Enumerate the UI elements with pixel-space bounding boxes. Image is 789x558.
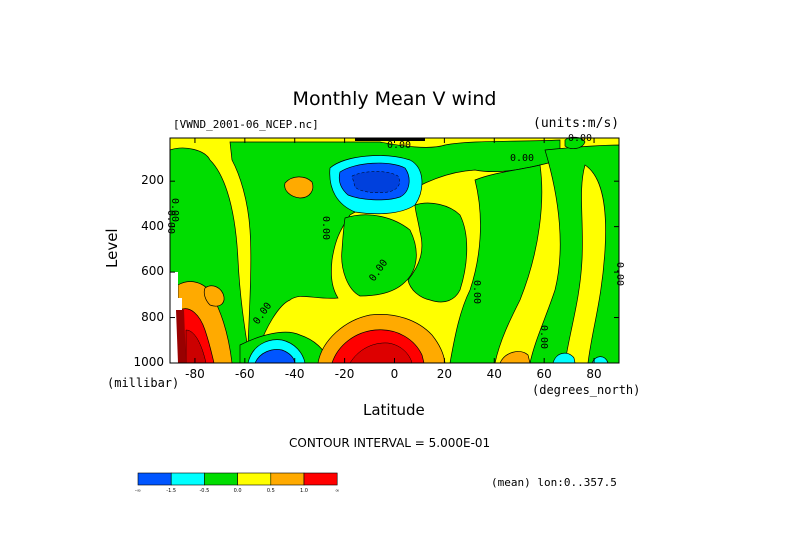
mean-label: (mean) lon:0..357.5 [491,476,617,489]
green-region-center [341,214,417,297]
darkred-region-center [349,342,413,364]
y-tick-label: 1000 [133,355,164,369]
y-axis-title: Level [103,228,121,268]
contour-label: 0.00 [320,216,331,240]
y-tick-label: 200 [141,173,164,188]
orange-patch-bottom-right [499,351,531,364]
x-tick-label: 40 [486,367,502,381]
y-tick-label: 400 [141,218,164,233]
contour-label: 0.00 [471,280,482,304]
y-tick-label: 600 [141,264,164,279]
x-tick-label: -80 [185,367,205,381]
contour-label: 0.00 [387,140,411,151]
x-tick-label: -40 [284,367,305,381]
green-region-mid [407,202,468,303]
x-tick-marks [194,138,595,363]
colorbar-swatch [270,472,305,486]
colorbar-swatch [137,472,172,486]
x-axis-title: Latitude [363,401,425,419]
green-region-top [229,139,561,346]
contour-label: 0.00 [165,210,176,234]
contour-label: 0.00 [568,133,592,144]
y-axis-units: (millibar) [107,376,180,390]
colorbar-swatch [204,472,238,486]
darkred-edge [176,310,186,363]
colorbar [137,472,338,486]
contour-label: 0.00 [538,325,549,349]
blue-region-bottom-left [254,349,296,364]
x-tick-label: -60 [235,367,255,381]
colorbar-swatch [237,472,272,486]
colorbar-tick-label: -∞ [135,488,141,494]
contour-label: 0.00 [614,262,625,286]
contour-interval-label: CONTOUR INTERVAL = 5.000E-01 [289,436,491,450]
y-tick-marks [170,180,619,364]
units-label: (units:m/s) [533,116,620,131]
blue-region-top-dark [351,171,400,194]
green-region-right-mid [449,164,543,364]
colorbar-tick-label: ∞ [335,488,340,494]
colorbar-tick-label: 0.0 [233,488,242,494]
colorbar-tick-label: -1.5 [166,488,177,494]
colorbar-swatch [303,472,338,486]
contour-label: 0.00 [510,153,534,164]
colorbar-swatch [170,472,205,486]
contour-label: 0.00 [169,198,180,222]
y-tick-label: 800 [141,309,164,324]
top-strip [355,138,425,141]
x-axis-units: (degrees_north) [532,383,641,397]
orange-patch-left [203,285,225,307]
chart-title: Monthly Mean V wind [292,88,497,110]
colorbar-tick-label: -0.5 [199,488,210,494]
x-tick-label: 60 [536,367,552,381]
orange-patch-upper [284,176,314,199]
x-tick-label: 0 [390,367,399,381]
colorbar-tick-label: 0.5 [266,488,275,494]
x-tick-label: 20 [436,367,453,381]
dataset-label: [VWND_2001-06_NCEP.nc] [173,118,319,131]
cyan-patch-bottom-right [552,352,576,364]
x-tick-label: 80 [586,367,602,381]
x-tick-label: -20 [334,367,355,381]
colorbar-tick-label: 1.0 [300,488,308,494]
